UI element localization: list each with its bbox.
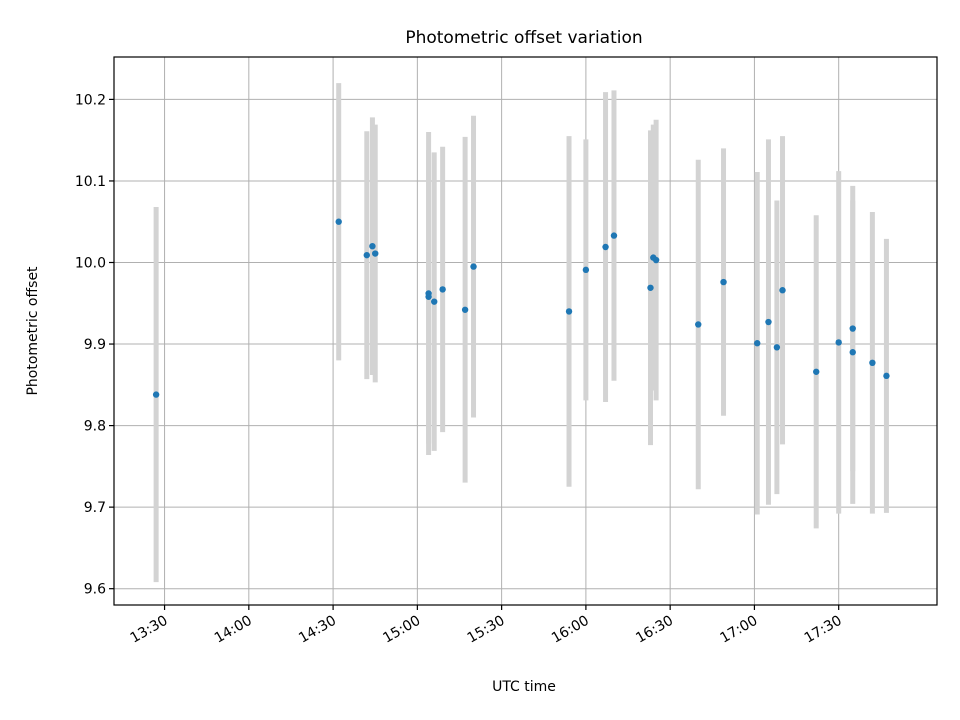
tick-layer: 13:30 14:00 14:30 15:00 15:30 16:00 16:30 17:00… (75, 92, 845, 646)
chart-title: Photometric offset variation (405, 28, 642, 48)
y-tick-label: 9.8 (84, 419, 106, 435)
y-tick-label: 10.1 (75, 174, 106, 190)
data-point (773, 344, 781, 351)
grid-layer (114, 57, 937, 605)
data-point (765, 318, 772, 326)
data-point (849, 349, 856, 356)
x-tick-label: 15:00 (380, 613, 423, 647)
data-point (372, 250, 379, 257)
y-tick-label: 10.2 (75, 92, 106, 108)
y-tick-label: 10.0 (75, 256, 106, 272)
data-point (869, 359, 876, 367)
x-tick-label: 14:00 (212, 613, 255, 647)
data-point (425, 293, 432, 300)
data-point (883, 372, 890, 380)
data-point (647, 284, 654, 291)
y-tick-label: 9.7 (84, 500, 106, 516)
data-point (582, 266, 590, 274)
data-point (369, 242, 376, 250)
data-point (849, 325, 856, 332)
x-axis-label: UTC time (492, 679, 556, 695)
data-point (470, 263, 477, 270)
data-point (652, 256, 660, 264)
data-point (610, 232, 618, 239)
data-point (695, 321, 702, 328)
data-point (779, 287, 786, 294)
data-point (335, 218, 342, 225)
data-point (363, 251, 370, 259)
plot-frame (113, 56, 938, 606)
data-point (754, 340, 761, 347)
data-point (152, 391, 160, 398)
data-point (461, 306, 469, 313)
y-tick-label: 9.6 (84, 582, 106, 598)
x-tick-label: 17:30 (802, 613, 845, 647)
data-point (720, 278, 727, 286)
x-tick-label: 16:00 (549, 613, 592, 647)
y-tick-label: 9.9 (84, 337, 106, 353)
x-tick-label: 14:30 (296, 613, 339, 647)
data-point (602, 243, 609, 251)
data-point (439, 286, 446, 293)
data-point (565, 308, 573, 315)
x-tick-label: 13:30 (128, 613, 171, 647)
x-tick-label: 17:00 (717, 613, 760, 647)
x-tick-label: 16:30 (633, 613, 676, 647)
data-point (835, 339, 842, 346)
point-layer (152, 218, 890, 398)
data-point (431, 298, 438, 305)
x-tick-label: 15:30 (465, 613, 508, 647)
data-point (813, 368, 820, 375)
y-axis-label: Photometric offset (25, 266, 41, 396)
